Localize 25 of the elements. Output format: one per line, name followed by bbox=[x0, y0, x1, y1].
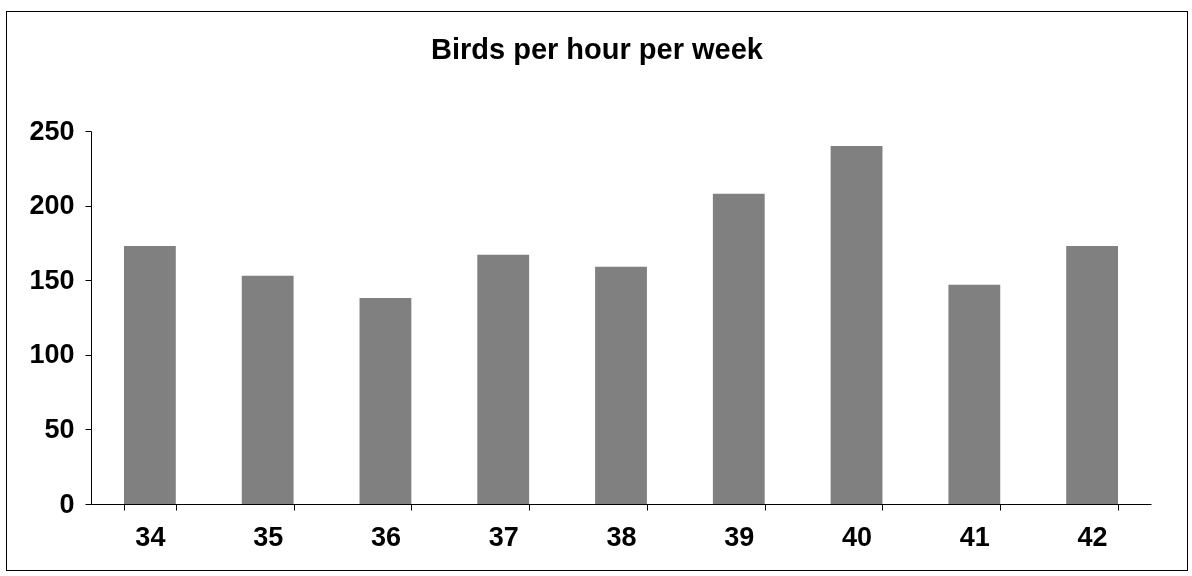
x-tick-label: 42 bbox=[1077, 521, 1108, 552]
bar bbox=[948, 284, 1001, 504]
bar bbox=[1066, 245, 1119, 504]
bar bbox=[477, 254, 530, 504]
x-tick-label: 40 bbox=[842, 521, 873, 552]
x-tick-label: 41 bbox=[959, 521, 990, 552]
y-tick-label: 200 bbox=[29, 190, 75, 221]
bar bbox=[712, 193, 765, 504]
y-tick-label: 150 bbox=[29, 264, 75, 295]
x-tick-label: 38 bbox=[606, 521, 637, 552]
y-tick-label: 0 bbox=[59, 488, 75, 519]
x-tick-label: 35 bbox=[253, 521, 284, 552]
y-tick-label: 100 bbox=[29, 339, 75, 370]
chart-title: Birds per hour per week bbox=[431, 33, 764, 65]
x-tick-label: 37 bbox=[488, 521, 519, 552]
x-tick-label: 36 bbox=[370, 521, 401, 552]
bar bbox=[830, 145, 883, 504]
x-tick-label: 34 bbox=[135, 521, 166, 552]
bar bbox=[241, 275, 294, 504]
y-tick-label: 250 bbox=[29, 115, 75, 146]
x-tick-label: 39 bbox=[724, 521, 755, 552]
bar bbox=[359, 298, 412, 504]
bar bbox=[123, 245, 176, 504]
y-tick-label: 50 bbox=[44, 413, 75, 444]
bar bbox=[595, 266, 647, 504]
